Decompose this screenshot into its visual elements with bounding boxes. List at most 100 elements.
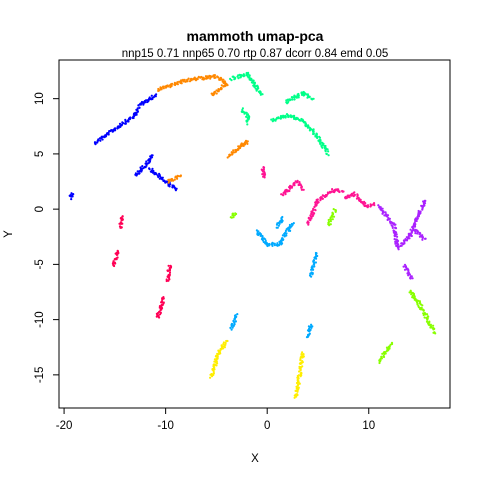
data-point [402, 265, 405, 268]
data-point [210, 373, 213, 376]
data-point [242, 144, 245, 147]
data-point [308, 332, 311, 335]
y-tick-label: 0 [34, 206, 46, 212]
data-point [314, 208, 317, 211]
data-point [403, 268, 407, 271]
data-point [273, 244, 276, 247]
data-point [162, 301, 165, 304]
data-point [121, 215, 124, 218]
data-point [291, 223, 294, 226]
data-point [414, 232, 417, 235]
data-point [380, 355, 383, 358]
data-point [169, 265, 173, 268]
data-point [241, 107, 244, 110]
data-point [329, 218, 333, 221]
data-point [171, 186, 174, 189]
data-point [329, 223, 332, 226]
data-point [230, 328, 233, 331]
data-point [414, 217, 418, 220]
data-point [329, 220, 332, 223]
data-point [241, 143, 244, 146]
data-point [70, 198, 73, 201]
data-point [316, 254, 319, 258]
series-cluster [229, 215, 319, 339]
x-tick-label: -20 [56, 420, 73, 432]
data-point [284, 115, 287, 118]
data-point [427, 315, 430, 318]
data-point [229, 326, 232, 329]
data-point [379, 359, 382, 362]
data-point [124, 120, 127, 123]
data-point [242, 75, 245, 78]
data-point [120, 222, 123, 225]
data-point [417, 299, 420, 302]
data-point [151, 167, 154, 170]
data-point [422, 309, 425, 312]
data-point [214, 363, 217, 367]
data-point [237, 77, 240, 80]
data-point [313, 263, 316, 266]
data-point [301, 365, 304, 368]
data-point [216, 362, 219, 365]
data-point [96, 139, 99, 143]
data-point [326, 192, 330, 195]
data-point [216, 90, 220, 93]
data-point [275, 118, 278, 121]
data-point [246, 113, 250, 116]
data-point [316, 199, 319, 203]
data-point [162, 85, 165, 88]
data-point [377, 204, 380, 207]
data-point [417, 209, 420, 213]
data-point [149, 158, 152, 161]
data-point [186, 80, 189, 83]
data-point [296, 180, 299, 183]
y-tick-label: -15 [34, 367, 46, 384]
data-point [254, 85, 257, 88]
data-point [284, 229, 287, 233]
x-axis-title: X [251, 453, 259, 465]
data-point [364, 202, 367, 205]
data-point [149, 97, 152, 100]
data-point [101, 138, 104, 141]
data-point [298, 181, 301, 184]
data-point [408, 273, 411, 276]
data-point [287, 115, 290, 119]
data-point [288, 98, 291, 101]
data-point [261, 239, 264, 242]
data-point [348, 196, 351, 199]
data-point [232, 216, 235, 219]
data-point [312, 207, 315, 210]
data-point [168, 185, 171, 188]
data-point [223, 346, 226, 349]
data-point [373, 204, 376, 207]
data-point [415, 219, 418, 223]
data-point [324, 149, 327, 152]
data-point [297, 96, 300, 99]
data-point [278, 222, 281, 225]
data-point [173, 178, 176, 181]
data-point [332, 208, 335, 211]
data-point [312, 260, 315, 263]
data-point [310, 268, 313, 271]
data-point [257, 230, 260, 233]
data-point [331, 218, 334, 221]
data-point [155, 93, 158, 96]
data-point [413, 221, 416, 224]
data-point [224, 341, 227, 345]
data-point [312, 97, 315, 100]
data-point [403, 241, 406, 245]
data-point [301, 351, 304, 354]
data-point [296, 388, 299, 391]
data-point [314, 261, 317, 264]
data-point [315, 257, 318, 260]
data-point [407, 235, 410, 238]
data-point [395, 231, 398, 234]
data-point [216, 355, 219, 358]
data-point [224, 343, 227, 346]
data-point [285, 232, 288, 235]
data-point [345, 196, 348, 199]
data-point [361, 202, 365, 205]
data-point [412, 227, 415, 231]
data-point [301, 355, 304, 358]
data-point [212, 363, 215, 366]
